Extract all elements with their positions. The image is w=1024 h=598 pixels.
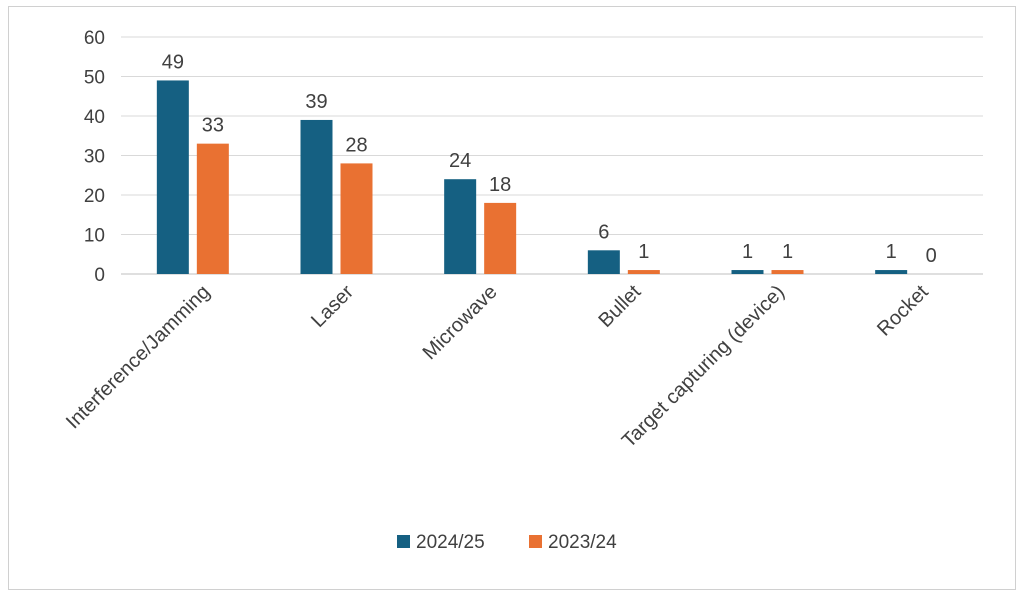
bar-chart: 01020304050604933Interference/Jamming392… bbox=[62, 28, 983, 553]
bar-series2 bbox=[196, 143, 229, 274]
data-label: 18 bbox=[489, 174, 511, 196]
bar-series2 bbox=[484, 202, 517, 274]
y-tick-label: 60 bbox=[84, 28, 105, 49]
data-label: 1 bbox=[638, 241, 649, 263]
category-label: Bullet bbox=[594, 281, 645, 332]
bar-series1 bbox=[875, 270, 908, 274]
category-label: Microwave bbox=[419, 281, 502, 364]
category-label: Target capturing (device) bbox=[618, 281, 789, 452]
data-label: 28 bbox=[345, 134, 367, 156]
bar-series2 bbox=[627, 270, 660, 274]
y-tick-label: 10 bbox=[84, 226, 105, 247]
chart-frame: 0 10 20 30 40 50 60 49 33 Interference/Jamming 39 2… bbox=[8, 6, 1016, 590]
data-label: 1 bbox=[742, 241, 753, 263]
data-label: 49 bbox=[162, 51, 184, 73]
category-label: Rocket bbox=[873, 281, 933, 341]
data-label: 1 bbox=[886, 241, 897, 263]
data-label: 0 bbox=[926, 245, 937, 267]
bar-series1 bbox=[731, 270, 764, 274]
data-label: 6 bbox=[598, 221, 609, 243]
data-label: 1 bbox=[782, 241, 793, 263]
category-label: Interference/Jamming bbox=[62, 281, 214, 433]
y-tick-label: 50 bbox=[84, 68, 105, 89]
legend-swatch bbox=[529, 535, 542, 548]
y-tick-label: 20 bbox=[84, 186, 105, 207]
bar-series1 bbox=[444, 179, 477, 274]
data-label: 39 bbox=[305, 91, 327, 113]
legend-label: 2024/25 bbox=[416, 532, 485, 553]
bar-series2 bbox=[771, 270, 804, 274]
category-label: Laser bbox=[307, 281, 358, 332]
bar-series1 bbox=[156, 80, 189, 274]
bar-series1 bbox=[300, 119, 333, 274]
y-tick-label: 30 bbox=[84, 147, 105, 168]
y-tick-label: 40 bbox=[84, 107, 105, 128]
bar-series1 bbox=[587, 250, 620, 274]
data-label: 24 bbox=[449, 150, 471, 172]
data-label: 33 bbox=[202, 115, 224, 137]
legend-label: 2023/24 bbox=[548, 532, 617, 553]
legend-swatch bbox=[397, 535, 410, 548]
y-tick-label: 0 bbox=[94, 265, 105, 286]
bar-series2 bbox=[340, 163, 373, 274]
